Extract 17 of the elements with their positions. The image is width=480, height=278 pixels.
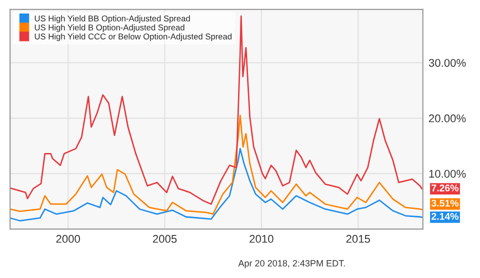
legend-label: US High Yield CCC or Below Option-Adjusted Spread xyxy=(34,33,232,42)
text: Apr 20 2018, 2:43PM EDT. xyxy=(238,260,345,268)
x-tick-label: 2000 xyxy=(56,234,80,243)
legend-label: US High Yield BB Option-Adjusted Spread xyxy=(34,15,190,24)
y-tick-label: 10.00% xyxy=(429,170,466,178)
data-label: 7.26% xyxy=(432,184,459,192)
line-series xyxy=(10,15,423,205)
x-tick-label: 2010 xyxy=(250,234,274,243)
y-tick-label: 30.00% xyxy=(428,58,466,67)
data-label: 2.14% xyxy=(432,212,459,220)
line-series xyxy=(10,148,423,222)
line-series xyxy=(10,114,423,215)
y-tick-label: 20.00% xyxy=(428,114,466,122)
x-tick-label: 2005 xyxy=(152,234,177,243)
legend-label: US High Yield B Option-Adjusted Spread xyxy=(34,24,184,32)
data-label: 3.51% xyxy=(431,200,459,207)
x-tick-label: 2015 xyxy=(346,234,370,243)
